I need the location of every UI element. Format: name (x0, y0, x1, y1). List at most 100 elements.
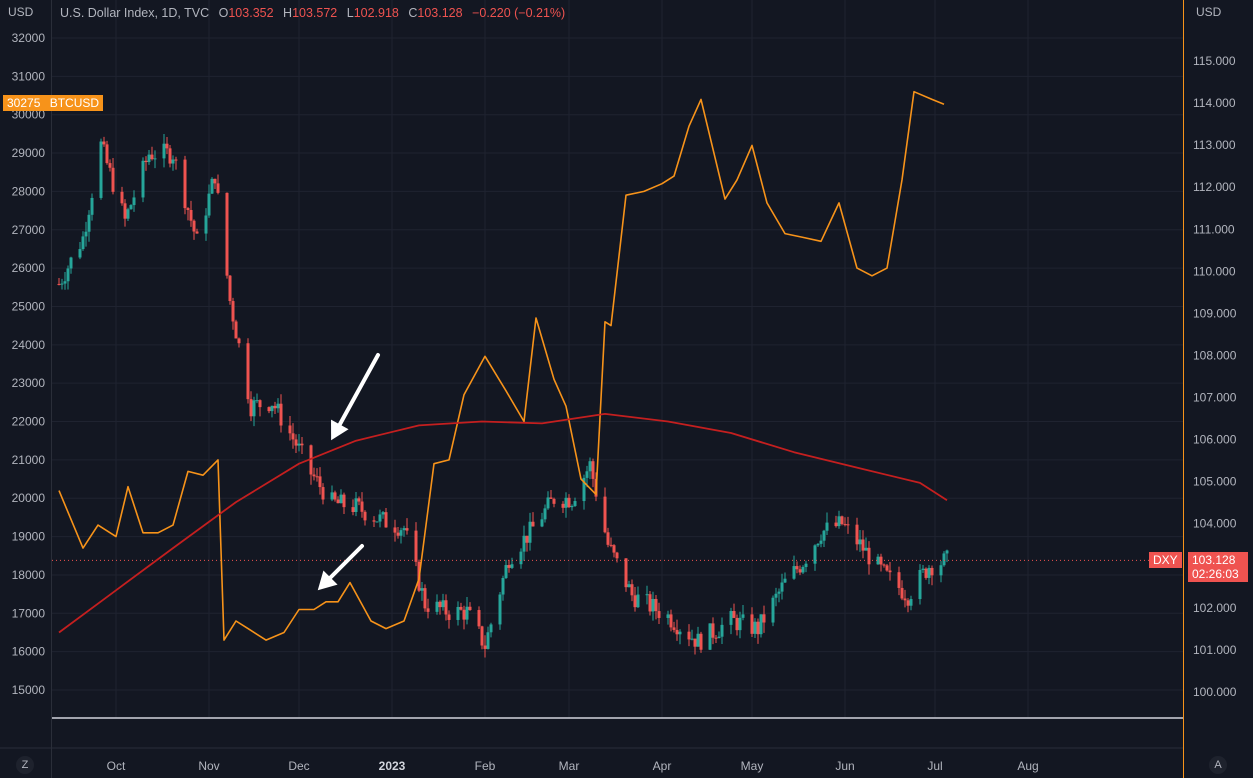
x-tick-label: Oct (107, 759, 126, 773)
right-tick-label: 108.000 (1193, 348, 1237, 362)
dxy-candle-body (375, 521, 379, 523)
x-tick-label: Feb (475, 759, 496, 773)
dxy-candle-body (522, 535, 526, 552)
dxy-candle-body (162, 143, 166, 159)
dxy-candle-body (924, 568, 928, 578)
dxy-candle-body (582, 477, 586, 502)
upper-arrow (331, 353, 380, 441)
dxy-candle-body (255, 400, 259, 402)
x-tick-label: Dec (288, 759, 309, 773)
right-tick-label: 109.000 (1193, 306, 1237, 320)
dxy-candle-body (504, 565, 508, 579)
dxy-symbol-badge[interactable]: DXY (1149, 552, 1182, 568)
bar-countdown: 02:26:03 (1192, 567, 1239, 581)
dxy-candle-body (405, 528, 409, 531)
dxy-candle-body (729, 611, 733, 625)
right-tick-label: 105.000 (1193, 475, 1237, 489)
dxy-candle-body (909, 599, 913, 606)
auto-scale-button[interactable]: A (1209, 756, 1227, 774)
dxy-candle-body (165, 143, 169, 149)
dxy-candle-body (819, 540, 823, 544)
dxy-candle-body (60, 283, 64, 285)
dxy-candle-body (585, 471, 589, 478)
dxy-candle-body (444, 600, 448, 615)
dxy-candle-body (867, 547, 871, 565)
dxy-candle-body (426, 608, 430, 612)
dxy-candle-body (252, 400, 256, 417)
dxy-candle-body (459, 606, 463, 610)
dxy-candle-body (735, 617, 739, 631)
dxy-candle-body (840, 516, 844, 525)
dxy-candle-body (672, 627, 676, 630)
dxy-candle-body (66, 268, 70, 282)
dxy-candle-body (732, 611, 736, 618)
dxy-candle-body (195, 231, 199, 234)
dxy-candle-body (570, 505, 574, 508)
left-tick-label: 26000 (12, 261, 46, 275)
x-tick-label: 2023 (379, 759, 406, 773)
btc-price-badge[interactable]: 30275 BTCUSD (3, 95, 104, 111)
dxy-candle-body (669, 614, 673, 628)
dxy-candle-body (783, 578, 787, 583)
left-tick-label: 29000 (12, 146, 46, 160)
dxy-candle-body (414, 530, 418, 562)
dxy-candle-body (591, 461, 595, 479)
dxy-price-badge[interactable]: 103.128 02:26:03 (1188, 552, 1248, 582)
dxy-candle-body (756, 621, 760, 635)
dxy-candle-body (384, 512, 388, 528)
dxy-candle-body (906, 600, 910, 606)
dxy-candle-body (645, 594, 649, 596)
right-tick-label: 115.000 (1193, 54, 1236, 68)
left-tick-label: 19000 (12, 530, 46, 544)
dxy-candle-body (465, 606, 469, 620)
timezone-button[interactable]: Z (16, 756, 34, 774)
dxy-candle-body (525, 535, 529, 543)
dxy-candle-body (339, 494, 343, 504)
dxy-candle-body (315, 476, 319, 478)
dxy-candle-body (636, 594, 640, 608)
dxy-candle-body (531, 521, 535, 527)
dxy-candle-body (612, 545, 616, 553)
right-tick-label: 104.000 (1193, 517, 1237, 531)
left-tick-label: 20000 (12, 491, 46, 505)
left-tick-label: 28000 (12, 184, 46, 198)
left-tick-label: 31000 (12, 69, 46, 83)
dxy-candle-body (288, 425, 292, 434)
dxy-candle-body (717, 636, 721, 639)
dxy-candle-body (273, 405, 277, 409)
dxy-candle-body (654, 598, 658, 612)
dxy-candle-body (753, 621, 757, 634)
dxy-candle-body (321, 487, 325, 500)
open-value: 103.352 (228, 6, 274, 20)
low-label: L (346, 6, 354, 20)
dxy-candle-body (111, 167, 115, 192)
dxy-candle-body (546, 497, 550, 509)
dxy-candle-body (693, 638, 697, 647)
dxy-candle-body (87, 214, 91, 232)
dxy-candle-body (402, 528, 406, 531)
btc-symbol-label: BTCUSD (49, 96, 100, 110)
dxy-candle-body (528, 521, 532, 543)
dxy-candle-body (237, 338, 241, 344)
dxy-candle-body (258, 400, 262, 408)
dxy-candle-body (447, 614, 451, 620)
btcusd-line (58, 90, 945, 641)
dxy-candle-body (267, 407, 271, 412)
dxy-candle-body (330, 492, 334, 500)
dxy-candle-body (771, 597, 775, 623)
dxy-candle-body (192, 220, 196, 232)
x-tick-label: Apr (653, 759, 672, 773)
dxy-candle-body (741, 614, 745, 618)
dxy-candle-body (213, 178, 217, 184)
high-label: H (283, 6, 293, 20)
dxy-candle-body (945, 550, 949, 554)
dxy-candle-body (603, 496, 607, 533)
dxy-candle-body (825, 522, 829, 531)
dxy-candles (52, 133, 1183, 658)
left-axis-unit: USD (8, 5, 34, 19)
dxy-candle-body (519, 551, 523, 565)
dxy-candle-body (882, 564, 886, 566)
dxy-candle-body (750, 614, 754, 634)
